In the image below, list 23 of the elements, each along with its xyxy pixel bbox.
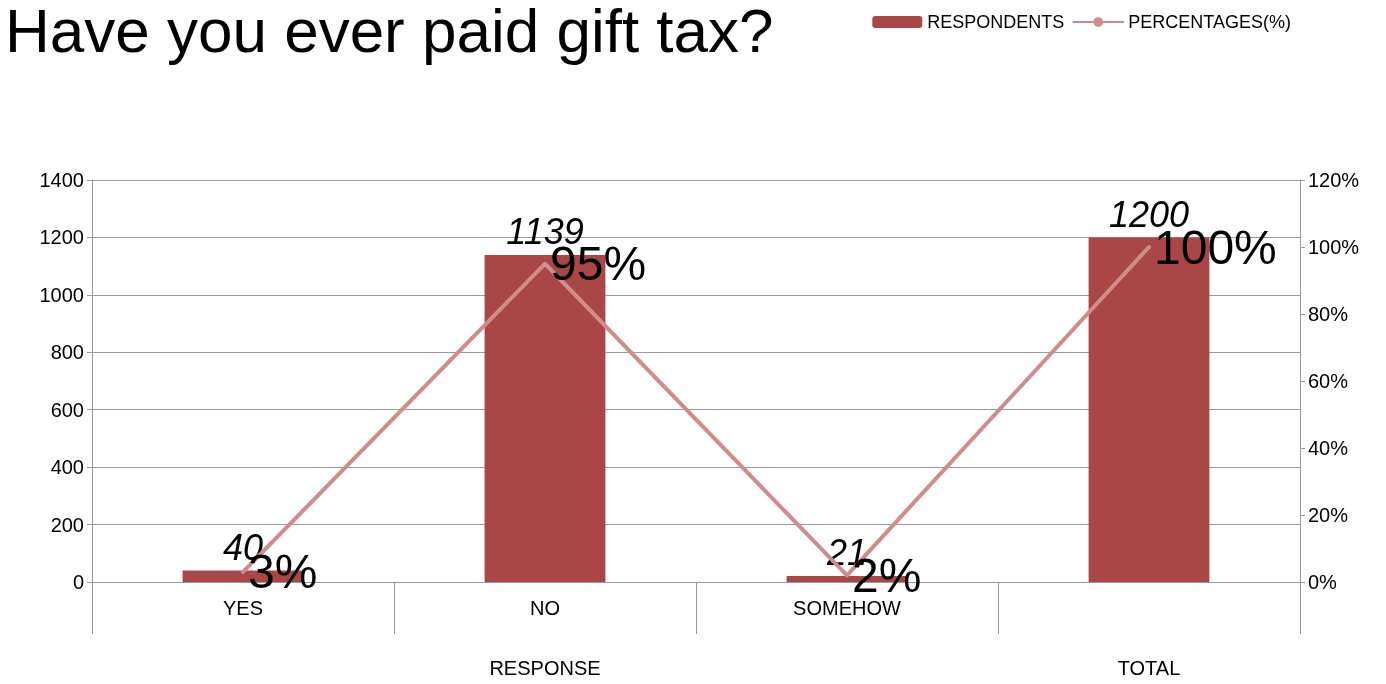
y2-tick-label: 40% [1308,437,1349,459]
y-tick-label: 800 [50,341,84,364]
y-tick-label: 400 [50,456,84,479]
x-tick-label: YES [222,597,264,619]
x-tick-label: NO [530,597,560,619]
y-tick-label: 600 [50,398,84,421]
y-tick-label: 1200 [39,226,84,249]
chart-title: Have you ever paid gift tax? [5,0,774,65]
y2-tick-label: 0% [1308,571,1338,593]
legend-label: PERCENTAGES(%) [1128,12,1291,32]
y-tick-label: 1000 [39,283,84,306]
text: RESPONSE [489,657,601,679]
y2-tick-label: 60% [1308,370,1349,392]
y-tick-label: 0 [72,571,84,593]
text: TOTAL [1117,657,1181,679]
y2-tick-label: 20% [1308,504,1349,526]
y2-tick-label: 120% [1308,169,1360,191]
y2-tick-label: 80% [1308,303,1349,325]
y2-tick-label: 100% [1308,236,1360,258]
x-tick-label: SOMEHOW [793,597,902,619]
y-tick-label: 1400 [39,169,84,191]
legend-label: RESPONDENTS [927,12,1065,32]
y-tick-label: 200 [50,513,84,536]
